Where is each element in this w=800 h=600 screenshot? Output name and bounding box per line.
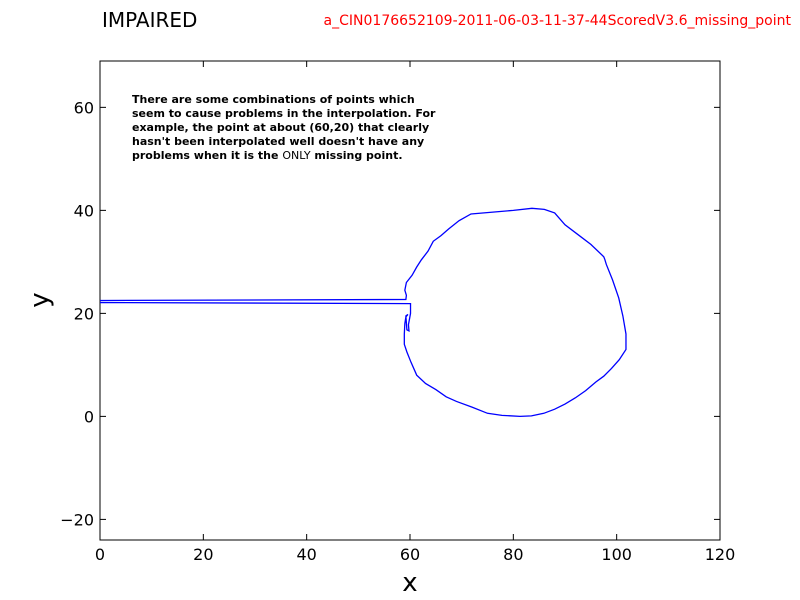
- note-line-2: seem to cause problems in the interpolat…: [132, 107, 436, 120]
- x-tick-label: 40: [296, 545, 316, 564]
- x-tick-label: 60: [400, 545, 420, 564]
- note-line-5-suffix: missing point.: [311, 149, 403, 162]
- annotation-note: There are some combinations of points wh…: [132, 93, 436, 162]
- note-line-5-emphasis: ONLY: [282, 149, 311, 162]
- chart-title-right: a_CIN0176652109-2011-06-03-11-37-44Score…: [324, 13, 792, 29]
- series-line: [100, 207, 627, 418]
- y-tick-label: 20: [74, 304, 94, 323]
- y-tick-label: 60: [74, 98, 94, 117]
- x-tick-label: 100: [601, 545, 632, 564]
- y-tick-label: −20: [60, 510, 94, 529]
- y-tick-label: 40: [74, 201, 94, 220]
- x-tick-label: 0: [95, 545, 105, 564]
- chart-title-left: IMPAIRED: [102, 8, 197, 32]
- x-tick-label: 20: [193, 545, 213, 564]
- note-line-1: There are some combinations of points wh…: [132, 93, 415, 106]
- x-tick-label: 80: [503, 545, 523, 564]
- y-axis-label: y: [25, 292, 55, 307]
- y-tick-label: 0: [84, 407, 94, 426]
- note-line-5-prefix: problems when it is the: [132, 149, 282, 162]
- x-axis-label: x: [402, 568, 417, 598]
- note-line-5: problems when it is the ONLY missing poi…: [132, 149, 403, 162]
- note-line-3: example, the point at about (60,20) that…: [132, 121, 429, 134]
- x-tick-label: 120: [705, 545, 736, 564]
- note-line-4: hasn't been interpolated well doesn't ha…: [132, 135, 424, 148]
